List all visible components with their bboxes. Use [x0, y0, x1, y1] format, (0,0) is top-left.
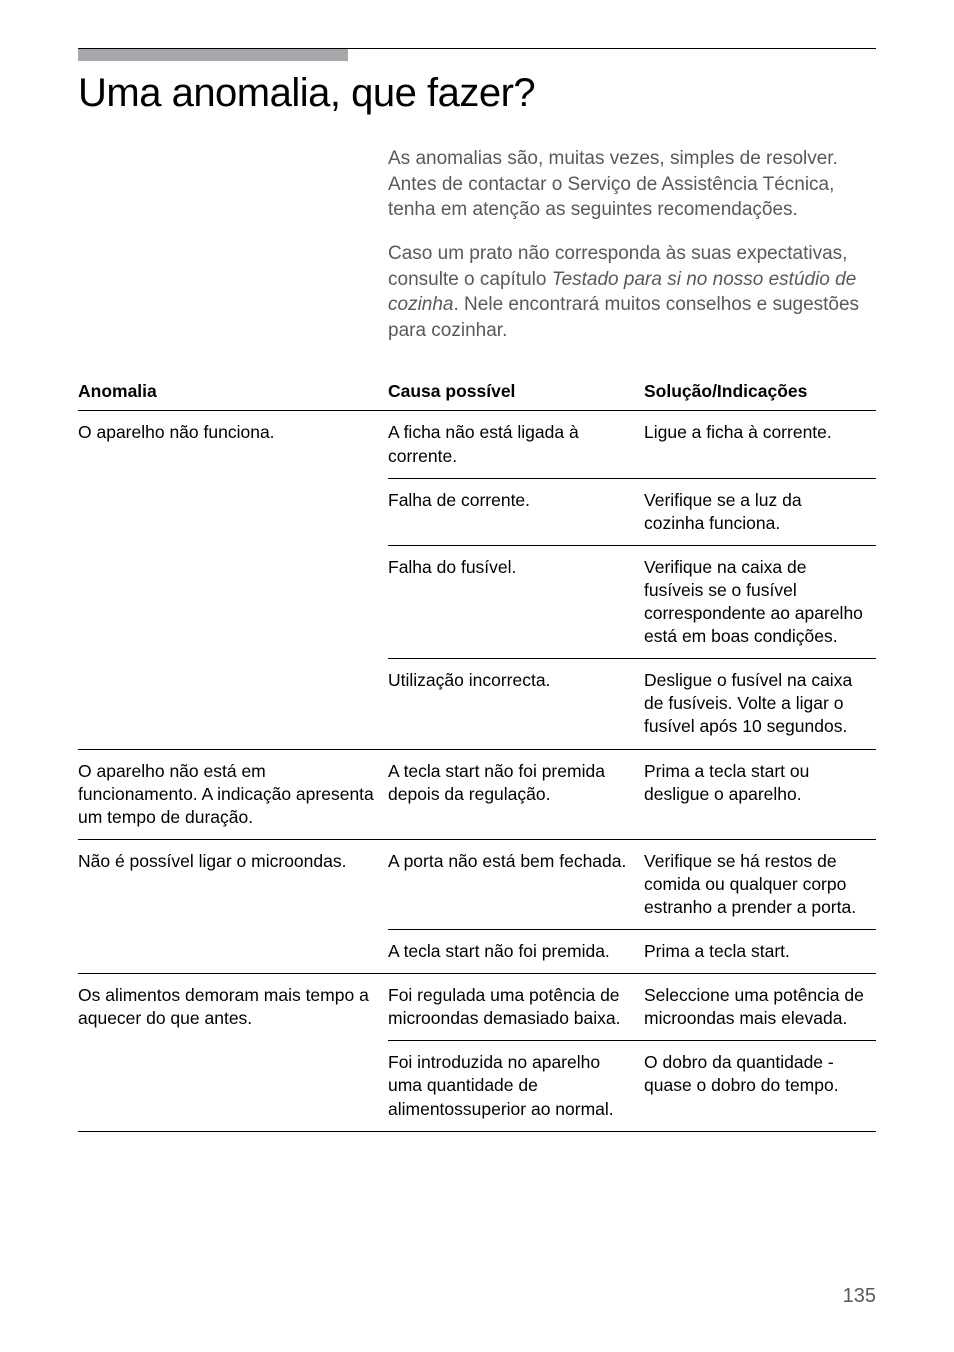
table-body: O aparelho não funciona. A ficha não est…	[78, 411, 876, 1131]
cell-solucao: Ligue a ficha à corrente.	[644, 411, 876, 478]
cell-causa: Falha de corrente.	[388, 478, 644, 545]
cell-solucao: O dobro da quantidade - quase o dobro do…	[644, 1041, 876, 1131]
table-header-row: Anomalia Causa possível Solução/Indicaçõ…	[78, 375, 876, 411]
cell-solucao: Prima a tecla start ou desligue o aparel…	[644, 749, 876, 839]
col-header-solucao: Solução/Indicações	[644, 375, 876, 411]
cell-causa: Utilização incorrecta.	[388, 659, 644, 749]
cell-anomalia: O aparelho não está em funcionamento. A …	[78, 749, 388, 839]
table-row: O aparelho não funciona. A ficha não est…	[78, 411, 876, 478]
cell-causa: A tecla start não foi premida depois da …	[388, 749, 644, 839]
cell-solucao: Verifique se a luz da cozinha funciona.	[644, 478, 876, 545]
page-title: Uma anomalia, que fazer?	[78, 71, 876, 116]
cell-causa: A porta não está bem fechada.	[388, 839, 644, 929]
cell-causa: Foi regulada uma potência de microondas …	[388, 974, 644, 1041]
col-header-causa: Causa possível	[388, 375, 644, 411]
cell-solucao: Verifique se há restos de comida ou qual…	[644, 839, 876, 929]
table-row: Os alimentos demoram mais tempo a aquece…	[78, 974, 876, 1041]
cell-anomalia: O aparelho não funciona.	[78, 411, 388, 749]
cell-causa: A tecla start não foi premida.	[388, 930, 644, 974]
cell-solucao: Prima a tecla start.	[644, 930, 876, 974]
intro-paragraph-2: Caso um prato não corresponda às suas ex…	[388, 241, 876, 344]
cell-solucao: Desligue o fusível na caixa de fusíveis.…	[644, 659, 876, 749]
page: Uma anomalia, que fazer? As anomalias sã…	[0, 0, 954, 1352]
cell-anomalia: Não é possível ligar o microondas.	[78, 839, 388, 973]
col-header-anomalia: Anomalia	[78, 375, 388, 411]
troubleshoot-table: Anomalia Causa possível Solução/Indicaçõ…	[78, 375, 876, 1131]
cell-causa: Falha do fusível.	[388, 545, 644, 658]
table-row: Não é possível ligar o microondas. A por…	[78, 839, 876, 929]
header-accent-bar	[78, 49, 348, 61]
page-number: 135	[843, 1285, 876, 1308]
cell-causa: Foi introduzida no aparelho uma quantida…	[388, 1041, 644, 1131]
intro-block: As anomalias são, muitas vezes, simples …	[388, 146, 876, 343]
intro-p2-post: . Nele encontrará muitos conselhos e sug…	[388, 294, 859, 341]
cell-solucao: Verifique na caixa de fusíveis se o fusí…	[644, 545, 876, 658]
cell-causa: A ficha não está ligada à corrente.	[388, 411, 644, 478]
table-row: O aparelho não está em funcionamento. A …	[78, 749, 876, 839]
cell-anomalia: Os alimentos demoram mais tempo a aquece…	[78, 974, 388, 1131]
cell-solucao: Seleccione uma potência de microondas ma…	[644, 974, 876, 1041]
intro-paragraph-1: As anomalias são, muitas vezes, simples …	[388, 146, 876, 223]
